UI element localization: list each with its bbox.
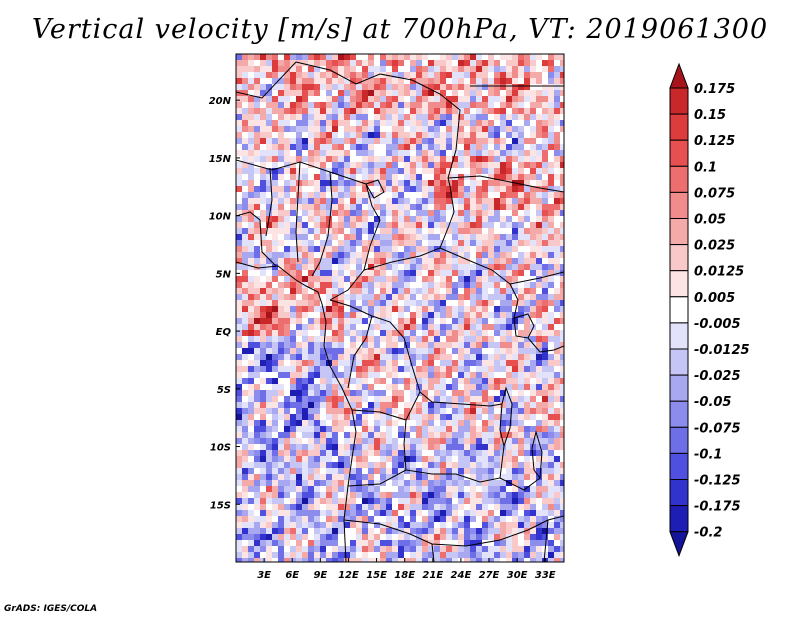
colorbar-min-triangle	[669, 531, 689, 558]
lake-victoria	[513, 313, 535, 339]
colorbar-swatch	[669, 244, 689, 272]
colorbar-swatch	[669, 374, 689, 402]
colorbar-swatch	[669, 113, 689, 141]
border	[499, 477, 541, 491]
lon-tick-label: 21E	[422, 570, 443, 581]
colorbar-swatch	[669, 296, 689, 324]
border	[265, 167, 273, 237]
colorbar-level-label: -0.005	[694, 317, 741, 332]
longitude-axis: 3E 6E 9E 12E 15E 18E 21E 24E 27E 30E 33E	[257, 558, 556, 581]
colorbar-swatch	[669, 452, 689, 480]
lat-tick-label: 5N	[216, 269, 232, 280]
border	[295, 61, 461, 179]
border	[236, 211, 277, 267]
colorbar-level-label: -0.025	[694, 369, 741, 384]
colorbar-level-label: 0.125	[694, 134, 735, 149]
border	[329, 299, 503, 407]
colorbar-level-label: -0.2	[694, 526, 722, 541]
border	[351, 391, 421, 421]
colorbar-level-label: -0.175	[694, 500, 741, 515]
colorbar-swatch	[669, 165, 689, 193]
lon-tick-label: 24E	[451, 570, 472, 581]
border	[347, 315, 373, 389]
border	[295, 161, 301, 263]
coastline	[236, 261, 357, 562]
lat-tick-label: 5S	[217, 385, 231, 396]
colorbar-swatch	[669, 479, 689, 507]
colorbar-level-label: 0.005	[694, 291, 735, 306]
colorbar-level-label: -0.1	[694, 447, 722, 462]
border	[509, 271, 564, 285]
colorbar-swatch	[669, 139, 689, 167]
lake-chad	[365, 179, 385, 199]
colorbar-max-triangle	[669, 62, 689, 89]
colorbar-level-label: 0.175	[694, 82, 735, 97]
colorbar-level-label: 0.0125	[694, 265, 744, 280]
colorbar-level-label: 0.15	[694, 108, 726, 123]
lon-tick-label: 27E	[479, 570, 500, 581]
colorbar: 0.175 0.15 0.125 0.1 0.075 0.05 0.025 0.0125 0.0…	[669, 62, 750, 558]
border	[439, 247, 519, 319]
lon-tick-label: 15E	[366, 570, 387, 581]
border	[543, 519, 549, 562]
border	[403, 419, 505, 483]
border	[527, 337, 564, 353]
latitude-axis: 20N 15N 10N 5N EQ 5S 10S 15S	[209, 96, 240, 511]
colorbar-swatch	[669, 505, 689, 533]
lat-tick-label: 15N	[209, 154, 232, 165]
border	[447, 175, 564, 193]
colorbar-level-label: 0.05	[694, 213, 726, 228]
lon-tick-label: 18E	[394, 570, 415, 581]
lake-malawi	[531, 430, 543, 480]
border	[329, 183, 381, 301]
border	[347, 469, 407, 487]
colorbar-level-label: -0.05	[694, 395, 731, 410]
lon-tick-label: 3E	[257, 570, 271, 581]
colorbar-swatch	[669, 218, 689, 246]
lat-tick-label: EQ	[216, 327, 232, 338]
colorbar-level-label: 0.075	[694, 186, 735, 201]
border	[343, 515, 564, 547]
colorbar-swatch	[669, 348, 689, 376]
border	[431, 543, 435, 562]
map-title: Vertical velocity [m/s] at 700hPa, VT: 2…	[31, 14, 769, 45]
border	[363, 177, 455, 271]
map-frame	[235, 53, 565, 563]
colorbar-swatch	[669, 400, 689, 428]
colorbar-level-label: 0.1	[694, 160, 717, 175]
lat-tick-label: 10N	[209, 212, 232, 223]
colorbar-swatch	[669, 322, 689, 350]
lon-tick-label: 6E	[285, 570, 299, 581]
lon-tick-label: 12E	[338, 570, 359, 581]
lat-tick-label: 10S	[210, 443, 231, 454]
colorbar-swatch	[669, 191, 689, 219]
velocity-field	[236, 54, 564, 562]
colorbar-level-label: 0.025	[694, 239, 735, 254]
country-boundaries	[236, 61, 564, 562]
lat-tick-label: 15S	[210, 500, 231, 511]
lon-tick-label: 30E	[507, 570, 528, 581]
colorbar-swatch	[669, 270, 689, 298]
colorbar-level-label: -0.125	[694, 474, 741, 489]
lon-tick-label: 9E	[313, 570, 327, 581]
border	[236, 61, 297, 99]
lon-tick-label: 33E	[535, 570, 556, 581]
grads-credit: GrADS: IGES/COLA	[4, 604, 98, 614]
colorbar-level-label: -0.0125	[694, 343, 750, 358]
lat-tick-label: 20N	[209, 96, 232, 107]
colorbar-level-label: -0.075	[694, 421, 741, 436]
colorbar-swatch	[669, 87, 689, 115]
border	[311, 171, 333, 277]
colorbar-swatch	[669, 426, 689, 454]
